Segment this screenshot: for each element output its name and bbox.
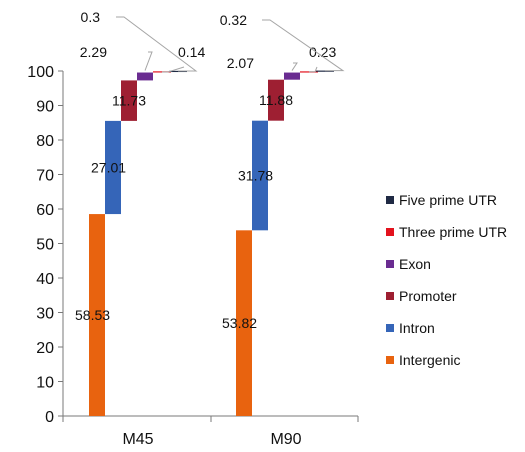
bar-exon-m90 [284, 72, 300, 80]
data-label: 0.3 [81, 9, 101, 25]
bars [89, 70, 334, 416]
data-label: 11.73 [112, 93, 146, 109]
axes: 0 10 20 30 40 50 60 70 80 90 100 M45 M90 [27, 64, 359, 448]
y-tick-label: 50 [36, 237, 54, 254]
data-label: 58.53 [75, 307, 110, 323]
data-label: 27.01 [91, 159, 126, 175]
label-leader-line [291, 62, 298, 71]
bar-promoter-m45 [121, 80, 137, 121]
x-tick-label: M45 [122, 431, 153, 448]
bar-five-prime-utr-m90 [316, 70, 334, 72]
legend-label: Intron [399, 320, 435, 336]
label-leader-line [162, 66, 185, 73]
bar-intron-m45 [105, 120, 121, 215]
bar-intergenic-m90 [236, 230, 252, 416]
bar-intron-m90 [252, 120, 268, 231]
y-tick-label: 10 [36, 375, 54, 392]
y-tick-label: 30 [36, 306, 54, 323]
label-leader-line [144, 51, 153, 71]
legend-swatch [386, 196, 394, 204]
label-leader-line [116, 16, 198, 72]
y-tick-label: 40 [36, 271, 54, 288]
legend-swatch [386, 228, 394, 236]
data-label: 0.14 [178, 44, 205, 60]
legend-label: Five prime UTR [399, 192, 497, 208]
bar-promoter-m90 [268, 79, 284, 121]
data-label: 0.23 [309, 44, 336, 60]
x-tick-label: M90 [270, 431, 301, 448]
data-label: 53.82 [222, 315, 257, 331]
data-label: 11.88 [259, 92, 293, 108]
y-tick-label: 20 [36, 340, 54, 357]
bar-intergenic-m45 [89, 214, 105, 416]
legend-label: Intergenic [399, 352, 460, 368]
y-tick-label: 100 [27, 64, 54, 81]
y-tick-label: 60 [36, 202, 54, 219]
legend-swatch [386, 292, 394, 300]
label-leader-line [309, 66, 318, 73]
data-label: 2.07 [227, 55, 254, 71]
y-tick-label: 70 [36, 168, 54, 185]
legend: Five prime UTR Three prime UTR Exon Promote… [386, 192, 507, 368]
legend-label: Three prime UTR [399, 224, 507, 240]
legend-label: Exon [399, 256, 431, 272]
legend-swatch [386, 356, 394, 364]
data-label: 2.29 [80, 44, 107, 60]
legend-swatch [386, 260, 394, 268]
legend-swatch [386, 324, 394, 332]
label-leader-line [262, 19, 345, 72]
data-labels: 58.53 27.01 11.73 2.29 0.14 0.3 53.82 31.78 11.8… [75, 9, 345, 331]
bar-exon-m45 [137, 72, 153, 81]
y-tick-label: 90 [36, 99, 54, 116]
y-tick-label: 80 [36, 133, 54, 150]
y-tick-label: 0 [45, 409, 54, 426]
legend-label: Promoter [399, 288, 457, 304]
data-label: 31.78 [238, 168, 273, 184]
data-label: 0.32 [220, 12, 247, 28]
